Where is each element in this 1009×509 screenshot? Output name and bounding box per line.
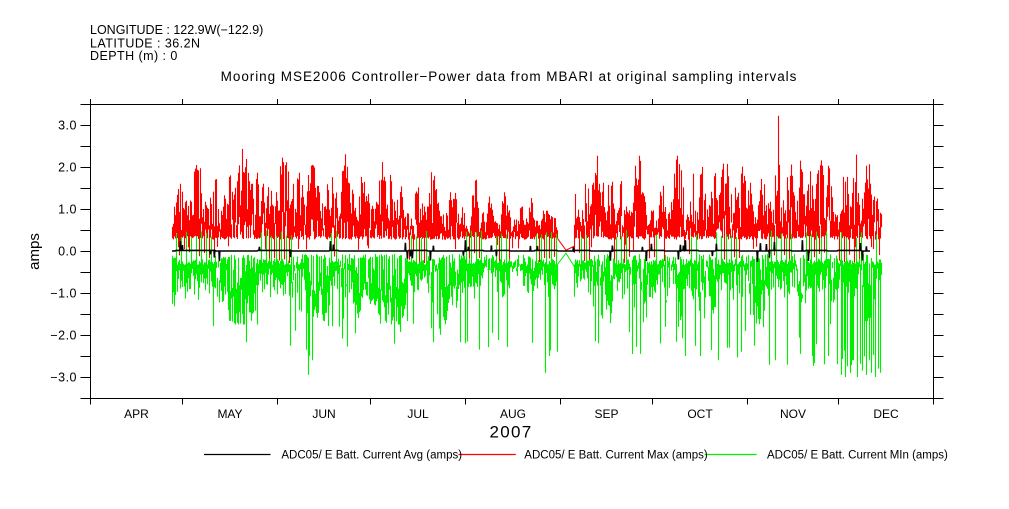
svg-text:JUL: JUL <box>407 407 429 421</box>
svg-text:1.0: 1.0 <box>58 202 77 216</box>
svg-text:LATITUDE : 36.2N: LATITUDE : 36.2N <box>90 36 200 50</box>
svg-text:−2.0: −2.0 <box>50 328 77 342</box>
svg-text:DEC: DEC <box>873 407 899 421</box>
svg-text:AUG: AUG <box>500 407 526 421</box>
svg-text:Mooring MSE2006 Controller−Pow: Mooring MSE2006 Controller−Power data fr… <box>221 69 798 84</box>
svg-text:OCT: OCT <box>687 407 713 421</box>
svg-text:JUN: JUN <box>312 407 335 421</box>
svg-text:MAY: MAY <box>217 407 242 421</box>
svg-text:SEP: SEP <box>594 407 618 421</box>
svg-text:2007: 2007 <box>489 423 532 442</box>
svg-text:amps: amps <box>26 233 43 270</box>
svg-text:DEPTH (m) : 0: DEPTH (m) : 0 <box>90 49 178 63</box>
svg-text:−3.0: −3.0 <box>50 370 77 384</box>
svg-text:ADC05/ E Batt. Current Avg (am: ADC05/ E Batt. Current Avg (amps) <box>281 449 462 461</box>
svg-text:NOV: NOV <box>780 407 806 421</box>
svg-text:LONGITUDE : 122.9W(−122.9): LONGITUDE : 122.9W(−122.9) <box>90 23 263 37</box>
svg-text:ADC05/ E Batt. Current Max (am: ADC05/ E Batt. Current Max (amps) <box>524 449 708 461</box>
svg-text:APR: APR <box>124 407 149 421</box>
svg-text:3.0: 3.0 <box>58 118 77 132</box>
svg-text:0.0: 0.0 <box>58 244 77 258</box>
svg-text:−1.0: −1.0 <box>50 286 77 300</box>
svg-text:2.0: 2.0 <box>58 160 77 174</box>
svg-text:ADC05/ E Batt. Current MIn (am: ADC05/ E Batt. Current MIn (amps) <box>767 449 948 461</box>
